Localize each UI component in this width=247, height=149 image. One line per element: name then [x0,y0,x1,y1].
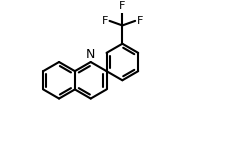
Text: F: F [119,1,125,11]
Text: N: N [86,48,95,61]
Text: F: F [102,16,108,26]
Text: F: F [137,16,144,26]
